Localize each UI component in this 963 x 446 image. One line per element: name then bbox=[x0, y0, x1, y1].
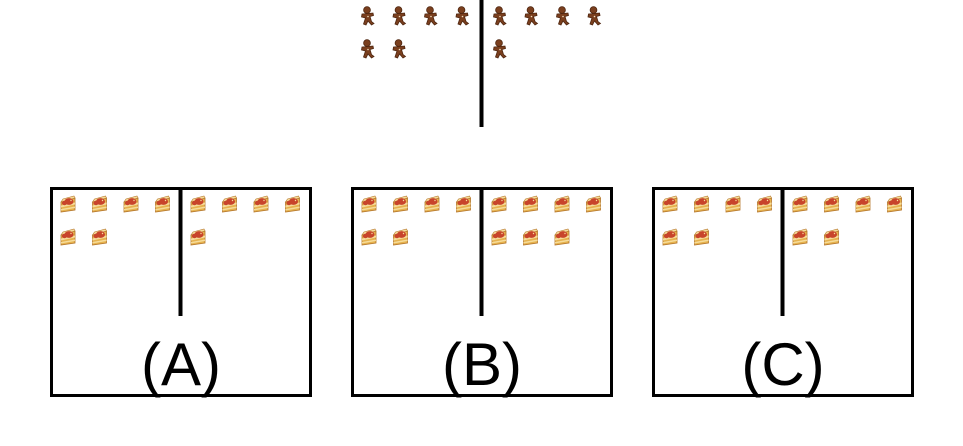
top-group bbox=[361, 0, 601, 127]
gingerbread-man-icon bbox=[493, 6, 507, 26]
gingerbread-man-icon bbox=[392, 6, 406, 26]
gingerbread-man-icon bbox=[455, 6, 469, 26]
option-b-label: (B) bbox=[442, 331, 522, 398]
option-b-box[interactable]: (B) bbox=[351, 187, 613, 398]
gingerbread-man-icon bbox=[361, 6, 375, 26]
gingerbread-man-icon bbox=[424, 6, 438, 26]
option-a-label: (A) bbox=[141, 331, 221, 398]
gingerbread-man-icon bbox=[556, 6, 570, 26]
option-a-box[interactable]: (A) bbox=[50, 187, 312, 398]
gingerbread-man-icon bbox=[524, 6, 538, 26]
gingerbread-man-icon bbox=[493, 39, 507, 59]
top-right-gingerbread-group bbox=[493, 6, 601, 59]
gingerbread-man-icon bbox=[361, 39, 375, 59]
gingerbread-man-icon bbox=[392, 39, 406, 59]
option-c-label: (C) bbox=[741, 331, 824, 398]
option-c-box[interactable]: (C) bbox=[652, 187, 914, 398]
gingerbread-man-icon bbox=[587, 6, 601, 26]
top-left-gingerbread-group bbox=[361, 6, 469, 59]
